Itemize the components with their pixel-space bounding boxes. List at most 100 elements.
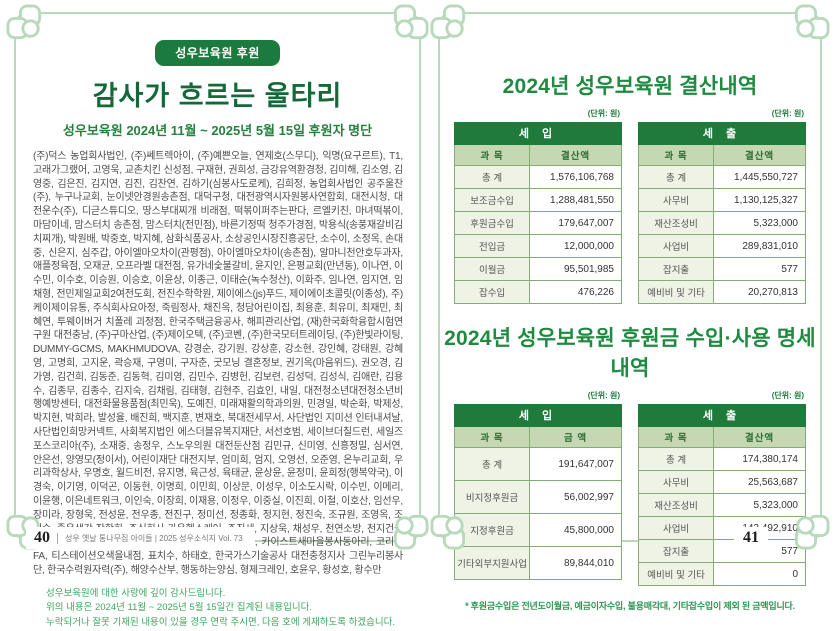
- unit-label: (단위: 원): [771, 391, 804, 400]
- row-label: 기타외부지원사업: [453, 546, 531, 580]
- row-label: 예비비 및 기타: [637, 280, 715, 304]
- table-row: 총 계 1,445,550,727: [637, 165, 806, 189]
- row-value: 289,831,010: [713, 234, 806, 258]
- row-label: 보조금수입: [453, 188, 531, 212]
- row-label: 비지정후원금: [453, 480, 531, 514]
- row-label: 예비비 및 기타: [637, 562, 715, 586]
- table-row: 총 계 1,576,106,768: [453, 165, 622, 189]
- table-row: 사무비 25,563,687: [637, 470, 806, 494]
- row-value: 89,844,010: [529, 546, 622, 580]
- table-row: 총 계 174,380,174: [637, 447, 806, 471]
- corner-knot-ornament: [6, 4, 42, 40]
- table-row: 잡지출 577: [637, 257, 806, 281]
- row-label: 잡지출: [637, 257, 715, 281]
- row-label: 재산조성비: [637, 211, 715, 235]
- table-row: 이월금 95,501,985: [453, 257, 622, 281]
- row-value: 1,130,125,327: [713, 188, 806, 212]
- fund-note: * 후원금수입은 전년도이월금, 예금이자수입, 불용매각대, 기타잡수입이 제…: [465, 601, 795, 611]
- row-value: 5,323,000: [713, 211, 806, 235]
- page-title: 감사가 흐르는 울타리: [92, 81, 343, 111]
- row-value: 20,270,813: [713, 280, 806, 304]
- column-header: 결산액: [713, 426, 806, 448]
- page-footer: 40 성우 옛날 통나무집 아이들 | 2025 성우소식지 Vol. 73: [26, 527, 255, 549]
- settlement-title: 2024년 성우보육원 결산내역: [502, 75, 758, 98]
- donation-detail-title: 2024년 성우보육원 후원금 수입·사용 명세내역: [444, 327, 816, 380]
- row-label: 잡지출: [637, 539, 715, 563]
- table-column-row: 과 목 결산액: [637, 144, 806, 166]
- footer-text: 성우 옛날 통나무집 아이들 | 2025 성우소식지 Vol. 73: [65, 533, 243, 543]
- row-label: 후원금수입: [453, 211, 531, 235]
- unit-label: (단위: 원): [771, 109, 804, 118]
- page-number: 40: [34, 529, 50, 546]
- row-value: 95,501,985: [529, 257, 622, 281]
- table-row: 재산조성비 5,323,000: [637, 211, 806, 235]
- row-label: 이월금: [453, 257, 531, 281]
- table-title: 세 출: [638, 404, 806, 427]
- table-column-row: 과 목 결산액: [637, 426, 806, 448]
- row-value: 179,647,007: [529, 211, 622, 235]
- table-title: 세 출: [638, 122, 806, 145]
- column-header: 결산액: [529, 144, 622, 166]
- table-row: 후원금수입 179,647,007: [453, 211, 622, 235]
- row-label: 재산조성비: [637, 493, 715, 517]
- row-value: 0: [713, 562, 806, 586]
- unit-label: (단위: 원): [587, 109, 620, 118]
- row-value: 56,002,997: [529, 480, 622, 514]
- table-row: 보조금수입 1,288,481,550: [453, 188, 622, 212]
- note-line: 누락되거나 잘못 기재된 내용이 있을 경우 연락 주시면, 다음 호에 게재하…: [46, 617, 395, 629]
- corner-knot-ornament: [393, 4, 429, 40]
- table-row: 예비비 및 기타 20,270,813: [637, 280, 806, 304]
- page-subtitle: 성우보육원 2024년 11월 ~ 2025년 5월 15일 후원자 명단: [62, 123, 373, 138]
- row-value: 25,563,687: [713, 470, 806, 494]
- corner-knot-ornament: [430, 514, 466, 550]
- table-title: 세 입: [454, 122, 622, 145]
- row-value: 577: [713, 257, 806, 281]
- row-value: 174,380,174: [713, 447, 806, 471]
- table-title-row: 세 입: [454, 122, 622, 145]
- table-row: 예비비 및 기타 0: [637, 562, 806, 586]
- row-label: 사업비: [637, 234, 715, 258]
- row-value: 1,288,481,550: [529, 188, 622, 212]
- table-row: 비지정후원금 56,002,997: [453, 480, 622, 514]
- row-label: 사업비: [637, 516, 715, 540]
- row-label: 총 계: [637, 447, 715, 471]
- note-line: 성우보육원에 대한 사랑에 깊이 감사드립니다.: [46, 587, 226, 599]
- page-number: 41: [743, 529, 759, 546]
- row-value: 45,800,000: [529, 513, 622, 547]
- column-header: 결산액: [713, 144, 806, 166]
- corner-knot-ornament: [393, 514, 429, 550]
- table-row: 잡지출 577: [637, 539, 806, 563]
- corner-knot-ornament: [794, 514, 830, 550]
- row-label: 전입금: [453, 234, 531, 258]
- support-badge: 성우보육원 후원: [155, 40, 280, 66]
- table-title-row: 세 출: [638, 404, 806, 427]
- row-label: 사무비: [637, 188, 715, 212]
- table-row: 기타외부지원사업 89,844,010: [453, 546, 622, 580]
- row-label: 사무비: [637, 470, 715, 494]
- table-row: 전입금 12,000,000: [453, 234, 622, 258]
- page-footer: 41: [734, 527, 768, 549]
- row-value: 1,445,550,727: [713, 165, 806, 189]
- table-row: 잡수입 476,226: [453, 280, 622, 304]
- row-value: 476,226: [529, 280, 622, 304]
- column-header: 금 액: [529, 426, 622, 448]
- column-header: 과 목: [453, 144, 531, 166]
- table-title: 세 입: [454, 404, 622, 427]
- column-header: 과 목: [453, 426, 531, 448]
- footer-divider: [57, 532, 58, 544]
- column-header: 과 목: [637, 426, 715, 448]
- row-label: 총 계: [637, 165, 715, 189]
- corner-knot-ornament: [794, 4, 830, 40]
- thanks-notes: 성우보육원에 대한 사랑에 깊이 감사드립니다. 위의 내용은 2024년 11…: [46, 587, 419, 631]
- row-value: 191,647,007: [529, 447, 622, 481]
- corner-knot-ornament: [430, 4, 466, 40]
- left-page: 성우보육원 후원 감사가 흐르는 울타리 성우보육원 2024년 11월 ~ 2…: [6, 4, 429, 628]
- table-column-row: 과 목 결산액: [453, 144, 622, 166]
